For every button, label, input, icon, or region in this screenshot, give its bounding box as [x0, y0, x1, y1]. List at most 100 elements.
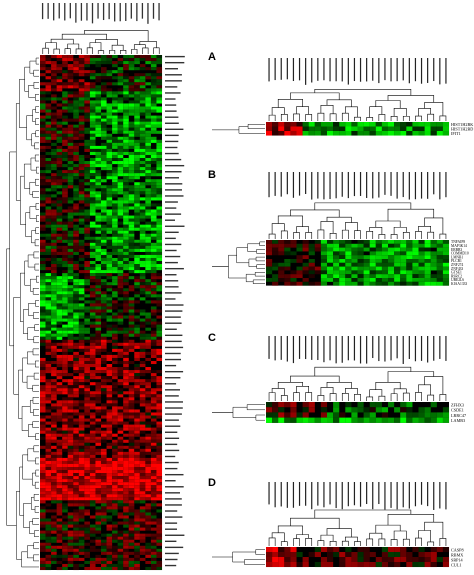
heatmap-cell [56, 382, 63, 386]
heatmap-cell [106, 236, 113, 240]
panel-column-dendrogram-branch [354, 116, 361, 121]
main-column-dendrogram-branch [153, 47, 160, 54]
panel-column-label-mark [305, 482, 307, 506]
heatmap-cell [62, 106, 68, 110]
heatmap-cell [101, 148, 107, 152]
heatmap-cell [139, 415, 146, 419]
heatmap-cell [139, 360, 146, 365]
panel-heatmap-cell [320, 266, 328, 271]
panel-column-label-mark [372, 58, 374, 81]
panel-heatmap-cell [320, 417, 328, 423]
heatmap-cell [106, 409, 113, 413]
panel-heatmap-cell [345, 557, 352, 563]
heatmap-cell [134, 267, 140, 271]
heatmap-cell [73, 497, 79, 501]
panel-heatmap-cell [381, 255, 389, 260]
heatmap-cell [89, 433, 96, 437]
heatmap-cell [106, 136, 113, 140]
heatmap-cell [62, 158, 68, 162]
heatmap-cell [95, 373, 102, 377]
heatmap-cell [156, 100, 163, 104]
heatmap-cell [67, 515, 74, 519]
main-row-dendrogram-branch [35, 118, 39, 125]
panel-heatmap-cell [369, 412, 376, 418]
heatmap-cell [73, 176, 79, 180]
heatmap-cell [84, 270, 90, 274]
panel-heatmap-cell [351, 412, 358, 418]
heatmap-cell [62, 73, 68, 77]
heatmap-cell [128, 79, 135, 83]
heatmap-cell [112, 203, 118, 207]
panel-row-dendrogram-branch [254, 272, 265, 277]
heatmap-cell [117, 436, 124, 440]
heatmap-cell [139, 164, 146, 168]
heatmap-cell [112, 242, 118, 246]
panel-heatmap-cell [436, 557, 443, 563]
heatmap-cell [145, 300, 151, 304]
heatmap-cell [40, 179, 46, 183]
heatmap-cell [156, 488, 163, 492]
panel-heatmap-cell [400, 281, 407, 286]
panel-row-dendrogram-branch [252, 279, 265, 284]
heatmap-cell [67, 161, 74, 165]
heatmap-cell [62, 282, 68, 286]
heatmap-cell [51, 185, 57, 189]
heatmap-cell [123, 412, 129, 416]
heatmap-cell [40, 436, 46, 440]
heatmap-cell [73, 191, 79, 195]
panel-heatmap-cell [424, 552, 431, 558]
heatmap-cell [89, 421, 96, 425]
heatmap-cell [145, 164, 151, 168]
heatmap-cell [156, 297, 163, 301]
heatmap-cell [156, 542, 163, 546]
heatmap-cell [67, 242, 74, 246]
panel-heatmap-cell [436, 240, 443, 244]
heatmap-cell [123, 133, 129, 137]
panel-column-dendrogram-branch [296, 386, 309, 393]
heatmap-cell [106, 367, 113, 371]
heatmap-cell [84, 503, 90, 507]
heatmap-cell [73, 367, 79, 371]
heatmap-cell [73, 351, 79, 355]
row-label-mark [165, 116, 179, 118]
heatmap-cell [78, 188, 85, 192]
heatmap-cell [134, 154, 140, 159]
heatmap-cell [95, 100, 102, 104]
heatmap-cell [156, 124, 163, 128]
heatmap-cell [95, 103, 102, 107]
panel-heatmap-cell [345, 417, 352, 423]
row-label-mark [165, 492, 180, 494]
heatmap-cell [56, 209, 63, 213]
heatmap-cell [89, 61, 96, 65]
panel-heatmap-cell [436, 122, 443, 127]
heatmap-cell [106, 115, 113, 119]
heatmap-cell [117, 415, 124, 419]
heatmap-cell [117, 73, 124, 77]
heatmap-cell [101, 509, 107, 513]
heatmap-cell [67, 473, 74, 477]
heatmap-cell [73, 427, 79, 431]
heatmap-cell [40, 497, 46, 501]
heatmap-cell [62, 173, 68, 177]
panel-column-label-mark [390, 58, 392, 82]
heatmap-cell [40, 97, 46, 101]
heatmap-cell [95, 121, 102, 125]
heatmap-cell [78, 327, 85, 331]
heatmap-cell [112, 294, 118, 298]
heatmap-cell [84, 97, 90, 101]
heatmap-cell [156, 130, 163, 134]
heatmap-cell [134, 148, 140, 152]
heatmap-cell [56, 179, 63, 183]
heatmap-cell [128, 494, 135, 498]
panel-column-label-mark [274, 172, 276, 196]
heatmap-cell [73, 242, 79, 246]
column-label-mark [75, 3, 77, 23]
heatmap-cell [78, 467, 85, 471]
heatmap-cell [134, 333, 140, 337]
heatmap-cell [51, 515, 57, 519]
heatmap-cell [101, 112, 107, 116]
panel-heatmap-cell [345, 278, 352, 282]
heatmap-cell [78, 55, 85, 59]
panel-heatmap-cell [266, 251, 273, 256]
heatmap-cell [67, 185, 74, 189]
